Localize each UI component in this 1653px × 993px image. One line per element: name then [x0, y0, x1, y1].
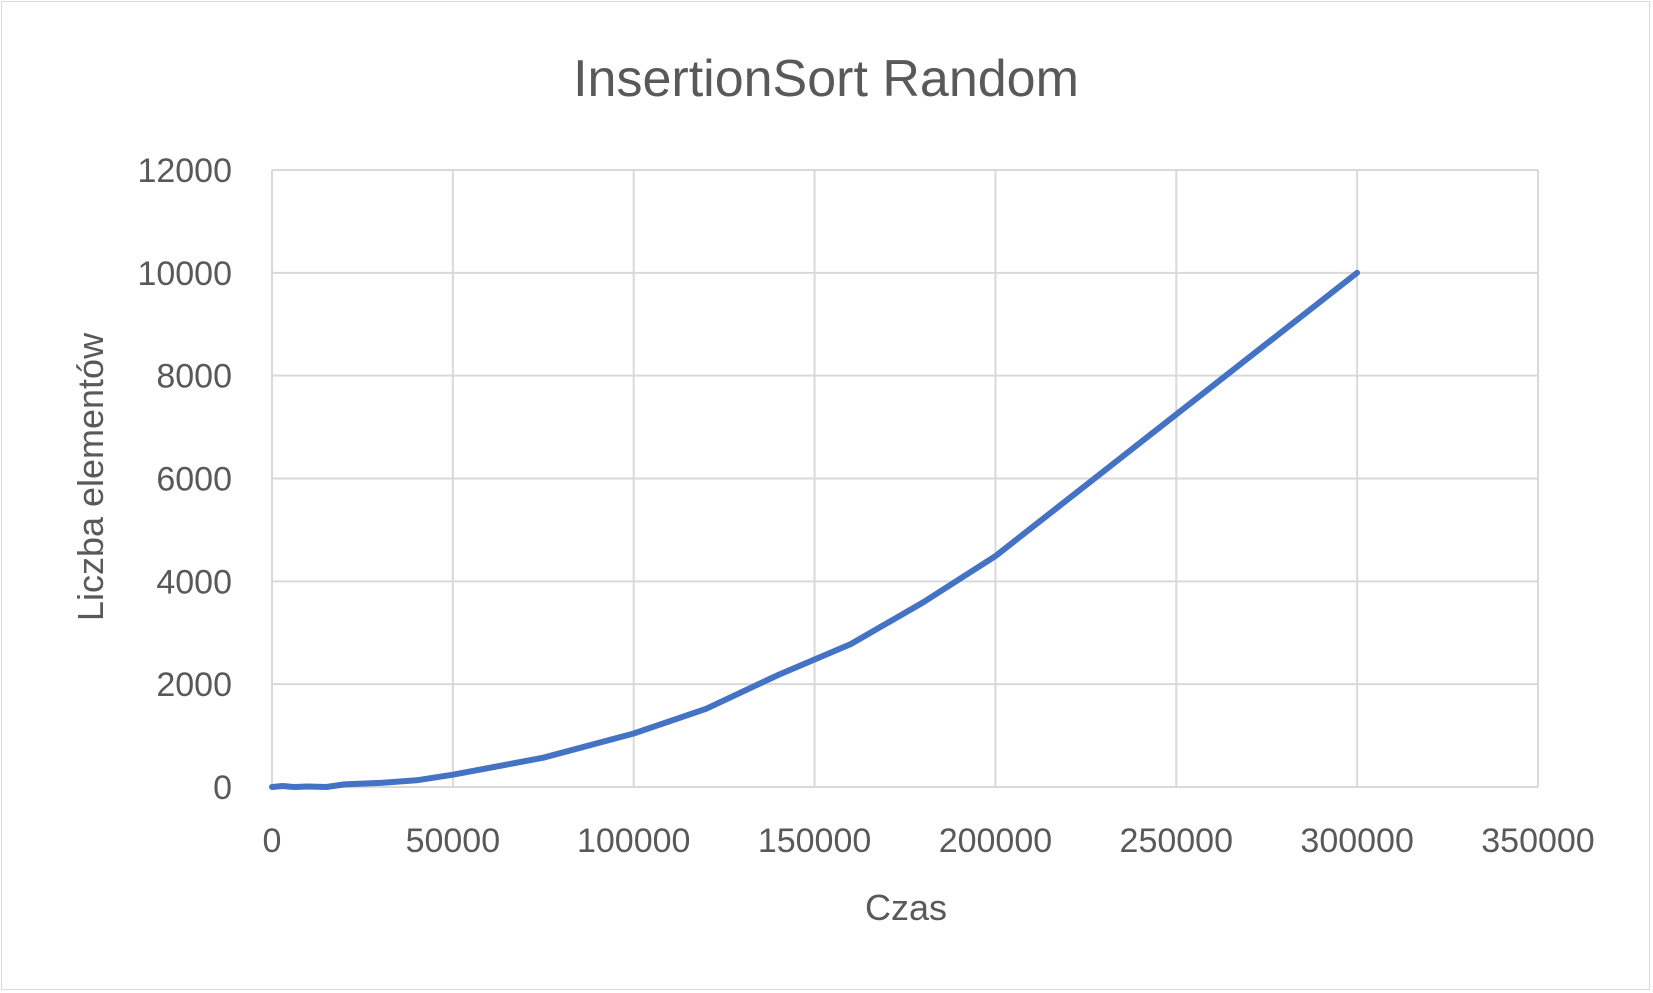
x-axis-label: Czas	[865, 887, 947, 928]
y-tick-label: 4000	[156, 563, 232, 601]
tick-labels: 0 2000 4000 6000 8000 10000 12000 0 50000 100000 1…	[137, 152, 1594, 860]
y-tick-label: 0	[213, 769, 232, 807]
x-tick-label: 100000	[577, 822, 690, 860]
x-tick-label: 300000	[1300, 822, 1413, 860]
x-tick-label: 350000	[1481, 822, 1594, 860]
series-line	[269, 269, 1361, 790]
x-tick-label: 200000	[939, 822, 1052, 860]
y-axis-label: Liczba elementów	[70, 332, 111, 621]
x-tick-label: 0	[263, 822, 282, 860]
x-tick-label: 150000	[758, 822, 871, 860]
y-tick-label: 2000	[156, 666, 232, 704]
y-tick-label: 8000	[156, 358, 232, 396]
y-tick-label: 12000	[137, 152, 232, 190]
series-layer	[269, 269, 1361, 790]
y-tick-label: 10000	[137, 255, 232, 293]
x-tick-label: 50000	[406, 822, 501, 860]
x-tick-label: 250000	[1120, 822, 1233, 860]
y-tick-label: 6000	[156, 461, 232, 499]
chart-title: InsertionSort Random	[573, 50, 1079, 108]
grid-layer	[271, 169, 1539, 788]
